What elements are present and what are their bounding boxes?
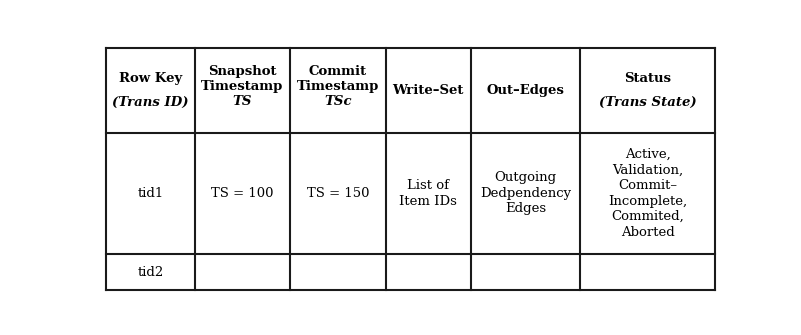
Text: TS = 150: TS = 150 [307,187,369,200]
Text: List of
Item IDs: List of Item IDs [399,179,457,208]
Text: tid2: tid2 [138,266,163,279]
Text: TSc: TSc [324,95,352,109]
Text: Write–Set: Write–Set [392,84,464,97]
Text: Out–Edges: Out–Edges [486,84,565,97]
Text: TS = 100: TS = 100 [211,187,274,200]
Text: Active,
Validation,
Commit–
Incomplete,
Commited,
Aborted: Active, Validation, Commit– Incomplete, … [608,148,687,239]
Text: Status: Status [624,72,671,85]
Text: Row Key: Row Key [119,72,182,85]
Text: (Trans State): (Trans State) [598,95,696,109]
Text: tid1: tid1 [138,187,163,200]
Text: TS: TS [233,95,252,109]
Text: Outgoing
Dedpendency
Edges: Outgoing Dedpendency Edges [480,172,571,215]
Text: (Trans ID): (Trans ID) [112,95,189,109]
Text: Snapshot
Timestamp: Snapshot Timestamp [201,65,284,93]
Text: Commit
Timestamp: Commit Timestamp [297,65,379,93]
